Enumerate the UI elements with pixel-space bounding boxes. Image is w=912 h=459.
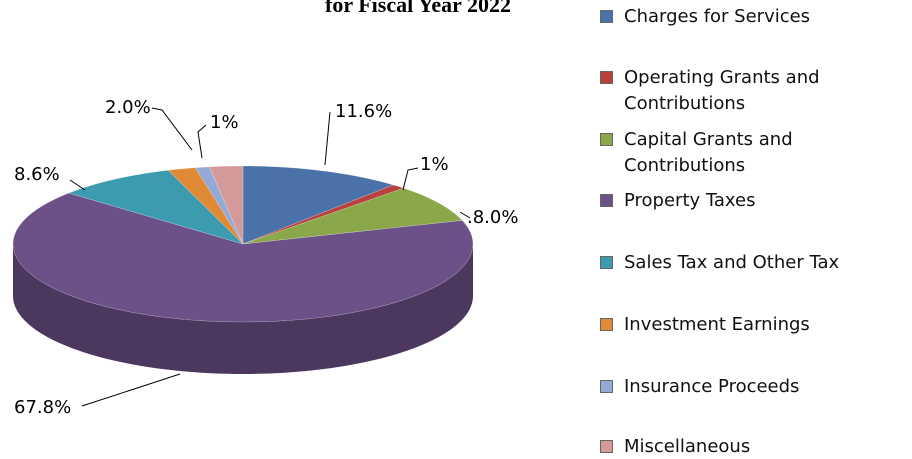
leader-line [81,373,181,407]
leader-line [459,211,471,219]
legend-label: Investment Earnings [624,314,810,335]
legend-item: Sales Tax and Other Tax [600,250,900,276]
leader-line [151,107,193,151]
chart-title: for Fiscal Year 2022 [325,0,511,17]
pie-slice [167,167,244,245]
legend-swatch [600,133,613,146]
data-label: 2.0% [105,97,151,118]
legend-swatch [600,194,613,207]
legend-item: Charges for Services [600,4,900,30]
legend-swatch [600,380,613,393]
leader-line [324,111,331,166]
legend-swatch [600,440,613,453]
data-label: 1% [210,112,239,133]
pie-slice [242,187,463,245]
legend-item: Operating Grants and Contributions [600,65,900,117]
data-label: 8.6% [14,164,60,185]
legend-item: Property Taxes [600,188,900,214]
pie-slice [208,165,244,245]
legend-swatch [600,318,613,331]
leader-line [69,179,86,191]
legend-item: Capital Grants and Contributions [600,127,900,179]
pie-slice [242,165,395,245]
legend-swatch [600,10,613,23]
legend-label: Insurance Proceeds [624,376,800,397]
leader-line [197,124,207,159]
data-label: 1% [420,154,449,175]
legend-label: Miscellaneous [624,436,751,457]
data-label: 11.6% [335,101,392,122]
legend-label: Sales Tax and Other Tax [624,252,840,273]
legend-swatch [600,71,613,84]
legend-label: Property Taxes [624,190,756,211]
leader-line [402,167,419,191]
legend-item: Insurance Proceeds [600,374,900,400]
data-label: .8.0% [467,207,518,228]
legend-label: Capital Grants and Contributions [624,129,793,176]
data-label: 67.8% [14,397,71,418]
legend-item: Investment Earnings [600,312,900,338]
legend-label: Operating Grants and Contributions [624,67,820,114]
pie-slice [12,192,474,323]
pie-side [13,244,473,374]
legend-label: Charges for Services [624,6,811,27]
legend-swatch [600,256,613,269]
legend-item: Miscellaneous [600,434,900,459]
pie-slice [68,169,244,245]
